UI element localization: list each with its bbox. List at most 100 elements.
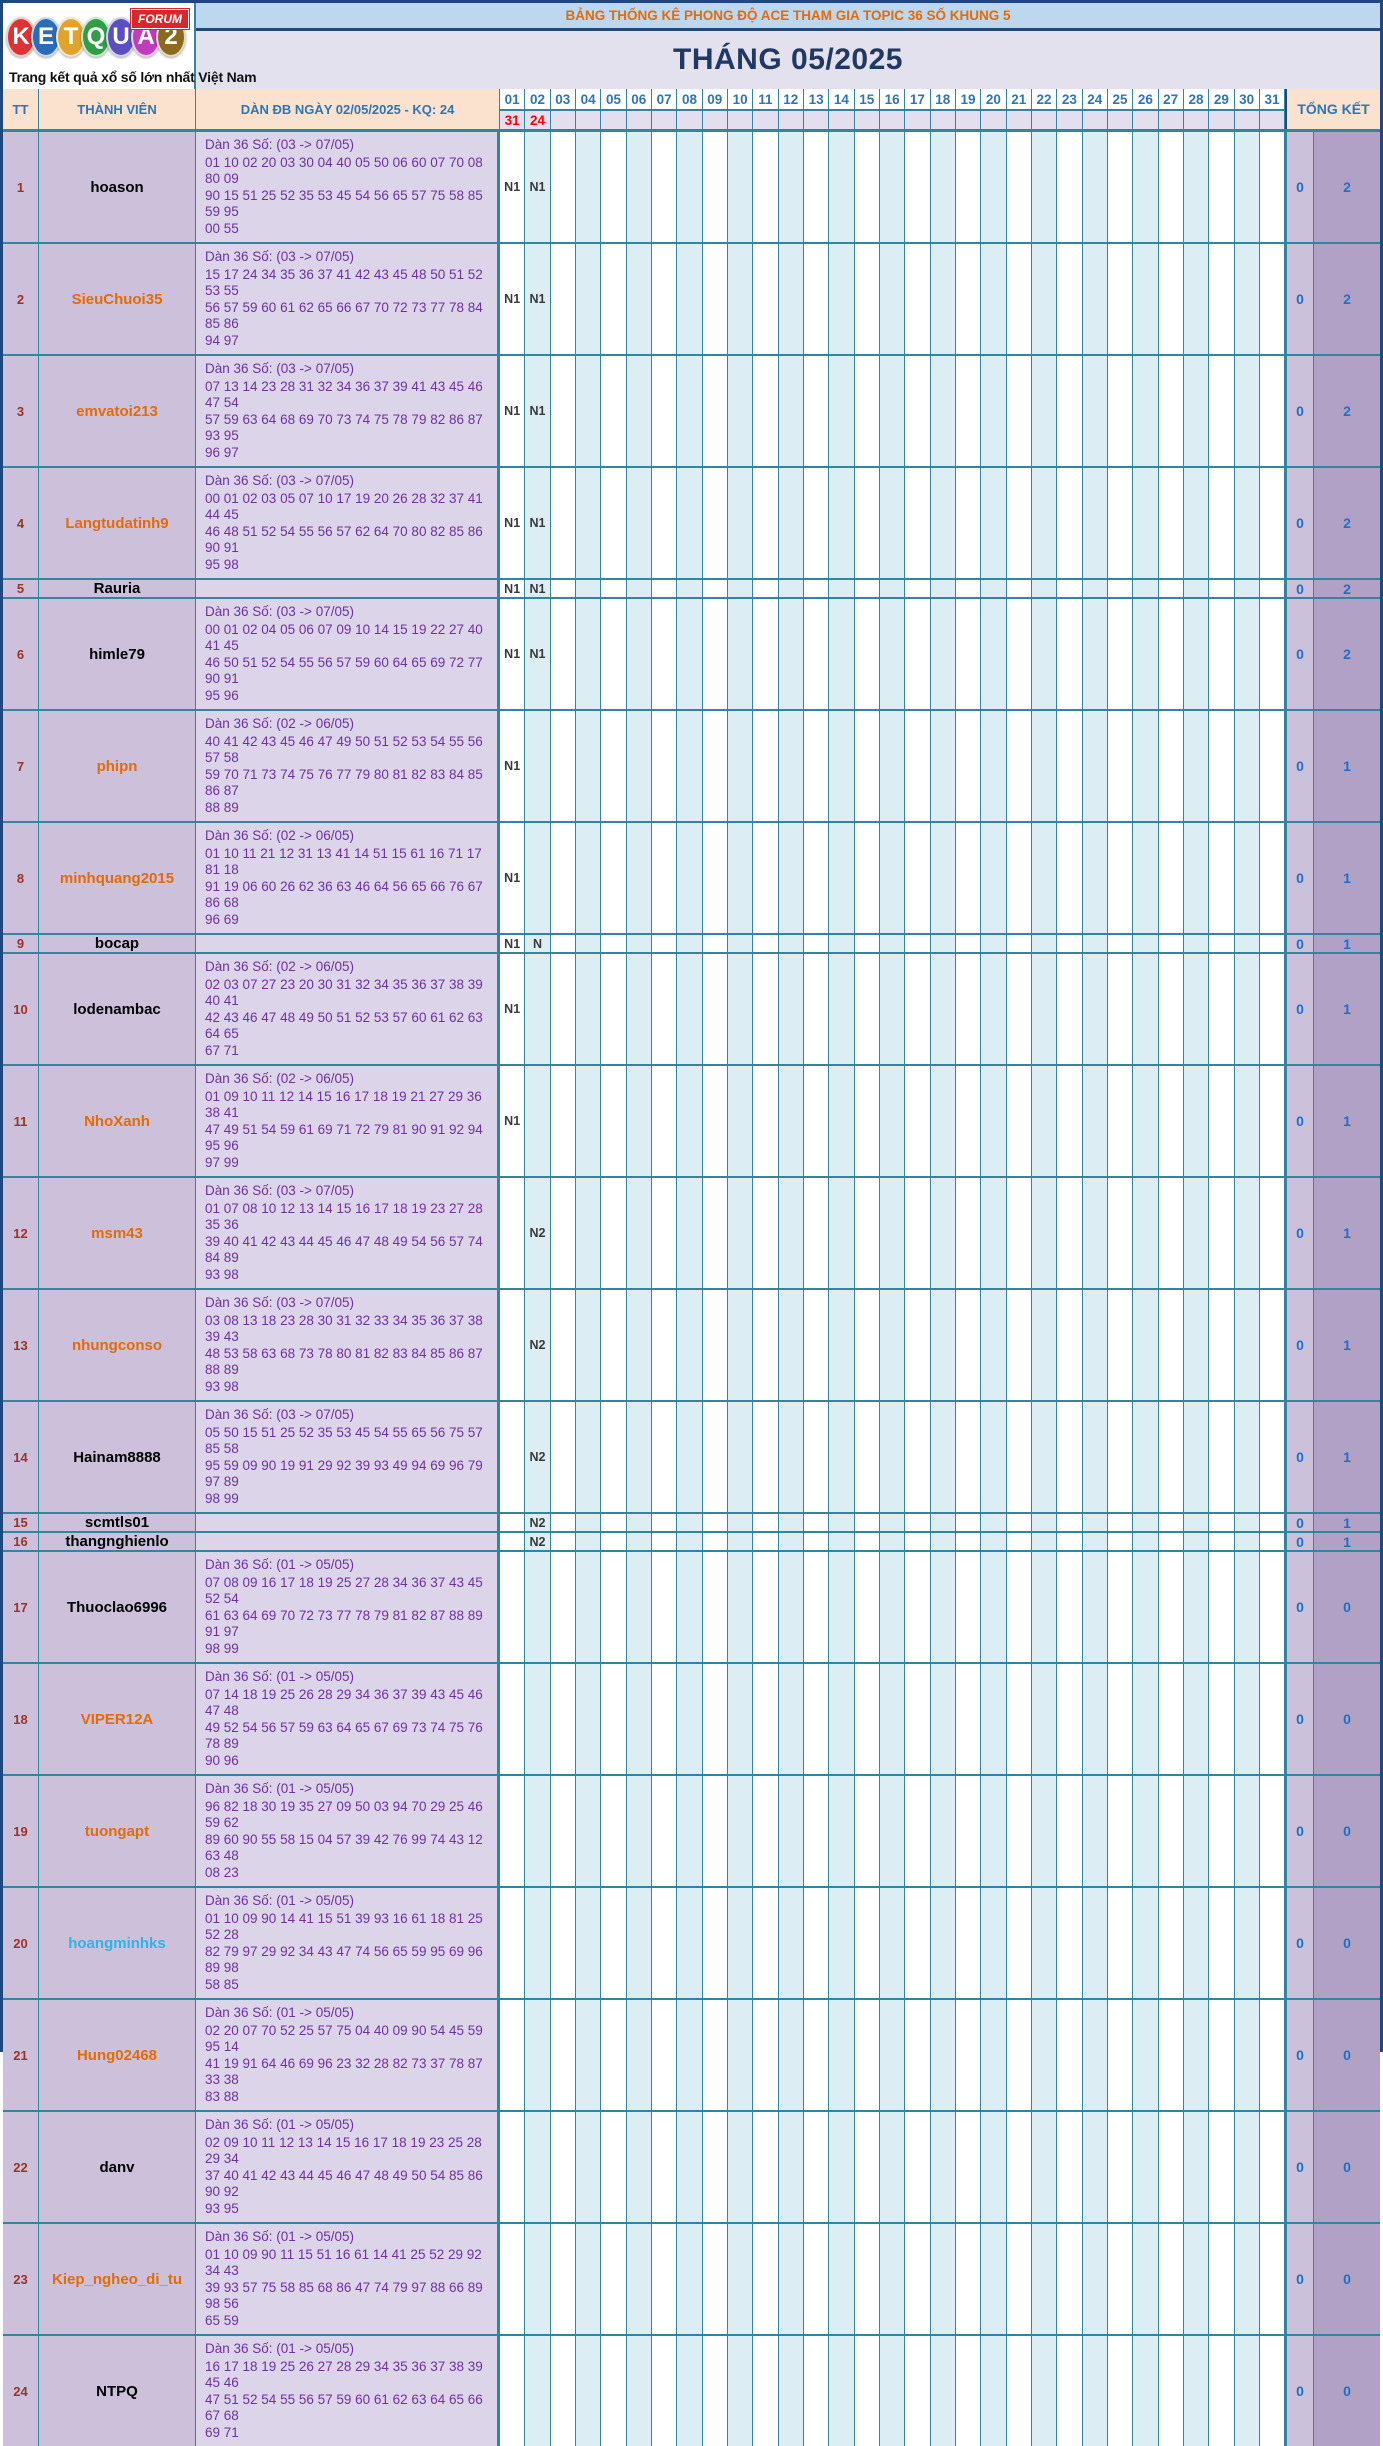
dan-numbers-line: 37 40 41 42 43 44 45 46 47 48 49 50 54 8… (205, 2167, 483, 2200)
dan-numbers-line: 82 79 97 29 92 34 43 47 74 56 65 59 95 6… (205, 1943, 483, 1976)
day-cell-20 (981, 1776, 1007, 1886)
header-dan: DÀN ĐB NGÀY 02/05/2025 - KQ: 24 (196, 89, 500, 129)
day-cell-17 (905, 1402, 931, 1512)
day-cell-16 (879, 1533, 906, 1550)
day-cell-11 (753, 2336, 779, 2446)
day-cell-10 (727, 1290, 754, 1400)
day-cell-19 (955, 2224, 982, 2334)
day-cell-21 (1006, 1290, 1032, 1400)
day-cell-17 (905, 1066, 931, 1176)
day-cell-20 (981, 2000, 1007, 2110)
day-cell-03 (550, 823, 576, 933)
day-cells: N1 N1 (500, 132, 1286, 242)
day-cell-29 (1209, 1514, 1235, 1531)
day-cell-26 (1133, 711, 1159, 821)
day-cell-10 (727, 823, 754, 933)
dan-cell: Dàn 36 Số: (01 -> 05/05) 01 10 09 90 11 1… (196, 2224, 500, 2334)
day-cell-09 (702, 2000, 728, 2110)
day-cell-27 (1158, 1178, 1184, 1288)
day-cell-12 (778, 244, 804, 354)
table-row: 18 VIPER12A Dàn 36 Số: (01 -> 05/05) 07 1… (3, 1664, 1380, 1776)
day-cells (500, 2336, 1286, 2446)
day-cell-17 (905, 1664, 931, 1774)
day-cell-01: N1 (500, 468, 526, 578)
day-cell-05 (601, 468, 627, 578)
day-header-12: 12 (778, 89, 804, 111)
day-cell-24 (1082, 935, 1108, 952)
day-cell-02 (525, 1552, 551, 1662)
day-cell-20 (981, 823, 1007, 933)
day-cell-07 (651, 1776, 678, 1886)
day-cell-17 (905, 954, 931, 1064)
day-cells: N1 (500, 823, 1286, 933)
day-cell-07 (651, 1533, 678, 1550)
day-cell-13 (803, 1533, 830, 1550)
day-cell-13 (803, 132, 830, 242)
day-header-22: 22 (1031, 89, 1058, 111)
day-cell-12 (778, 2000, 804, 2110)
dan-numbers-line: 98 99 (205, 1640, 239, 1656)
day-cell-22 (1031, 1776, 1058, 1886)
day-cell-13 (803, 823, 830, 933)
top-right: BẢNG THỐNG KÊ PHONG ĐỘ ACE THAM GIA TOPI… (196, 3, 1380, 89)
day-cell-17 (905, 711, 931, 821)
day-cell-27 (1158, 1533, 1184, 1550)
day-cell-27 (1158, 1664, 1184, 1774)
day-header-11: 11 (753, 89, 779, 111)
result-cell-08 (677, 111, 703, 129)
total-a-cell: 0 (1285, 1533, 1314, 1550)
day-cell-21 (1006, 2224, 1032, 2334)
day-cell-15 (854, 1552, 880, 1662)
dan-numbers-line: 08 23 (205, 1864, 239, 1880)
day-cell-16 (879, 1776, 906, 1886)
day-cell-25 (1107, 1066, 1134, 1176)
day-cell-29 (1209, 1888, 1235, 1998)
day-cell-22 (1031, 711, 1058, 821)
result-cell-26 (1133, 111, 1159, 129)
day-cell-30 (1234, 1552, 1260, 1662)
day-cell-21 (1006, 132, 1032, 242)
table-row: 13 nhungconso Dàn 36 Số: (03 -> 07/05) 03… (3, 1290, 1380, 1402)
day-cell-30 (1234, 2336, 1260, 2446)
day-cell-25 (1107, 2112, 1134, 2222)
day-cell-01: N1 (500, 244, 526, 354)
day-cell-31 (1259, 2336, 1286, 2446)
day-cells: N2 (500, 1402, 1286, 1512)
day-cell-11 (753, 1552, 779, 1662)
member-name: scmtls01 (84, 1514, 150, 1531)
total-a-cell: 0 (1285, 823, 1314, 933)
member-name: danv (99, 2158, 135, 2176)
logo-letter: T (56, 17, 86, 57)
day-cell-15 (854, 244, 880, 354)
tt-cell: 18 (3, 1664, 39, 1774)
day-cell-12 (778, 1533, 804, 1550)
member-cell: danv (39, 2112, 196, 2222)
day-cell-25 (1107, 1533, 1134, 1550)
total-a-cell: 0 (1285, 580, 1314, 597)
day-cell-24 (1082, 244, 1108, 354)
day-cell-12 (778, 1888, 804, 1998)
dan-numbers-line: 56 57 59 60 61 62 65 66 67 70 72 73 77 7… (205, 299, 483, 332)
day-cell-27 (1158, 1402, 1184, 1512)
day-header-20: 20 (981, 89, 1007, 111)
day-cell-03 (550, 954, 576, 1064)
day-cell-11 (753, 711, 779, 821)
result-cell-12 (778, 111, 804, 129)
day-cell-11 (753, 1066, 779, 1176)
day-cell-01 (500, 1776, 526, 1886)
day-cell-18 (930, 1664, 956, 1774)
day-cell-22 (1031, 1888, 1058, 1998)
day-cell-04 (575, 1533, 602, 1550)
day-cell-06 (626, 356, 652, 466)
member-name: msm43 (91, 1224, 143, 1242)
day-cell-10 (727, 1552, 754, 1662)
day-cell-18 (930, 711, 956, 821)
day-cell-31 (1259, 1664, 1286, 1774)
day-cell-14 (829, 132, 855, 242)
day-header-19: 19 (955, 89, 982, 111)
dan-numbers-line: 00 01 02 04 05 06 07 09 10 14 15 19 22 2… (205, 621, 483, 654)
dan-cell: Dàn 36 Số: (03 -> 07/05) 00 01 02 03 05 0… (196, 468, 500, 578)
day-cell-13 (803, 2000, 830, 2110)
dan-numbers-line: 58 85 (205, 1976, 239, 1992)
day-cell-18 (930, 1514, 956, 1531)
